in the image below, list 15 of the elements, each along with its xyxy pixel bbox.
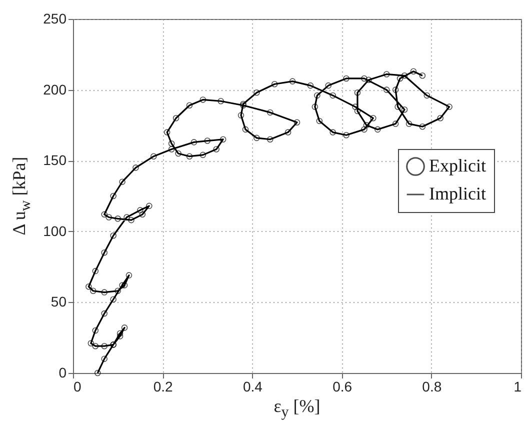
x-tick-label: 1 [514, 378, 522, 394]
y-tick-label: 0 [58, 364, 67, 380]
x-tick-label: 0.4 [242, 378, 263, 394]
x-tick-label: 0 [74, 378, 82, 394]
x-tick-label: 0.2 [153, 378, 174, 394]
legend-label: Explicit [429, 156, 486, 176]
y-tick-label: 100 [43, 222, 67, 239]
y-tick-label: 200 [43, 81, 67, 98]
legend-label: Implicit [429, 184, 486, 204]
y-tick-label: 250 [43, 10, 67, 26]
x-axis-title: ε$_{y}$ [%] [274, 396, 320, 422]
x-tick-label: 0.6 [332, 378, 352, 394]
y-tick-label: 150 [43, 152, 67, 168]
x-tick-label: 0.8 [422, 378, 442, 394]
y-tick-label: 50 [50, 294, 67, 310]
